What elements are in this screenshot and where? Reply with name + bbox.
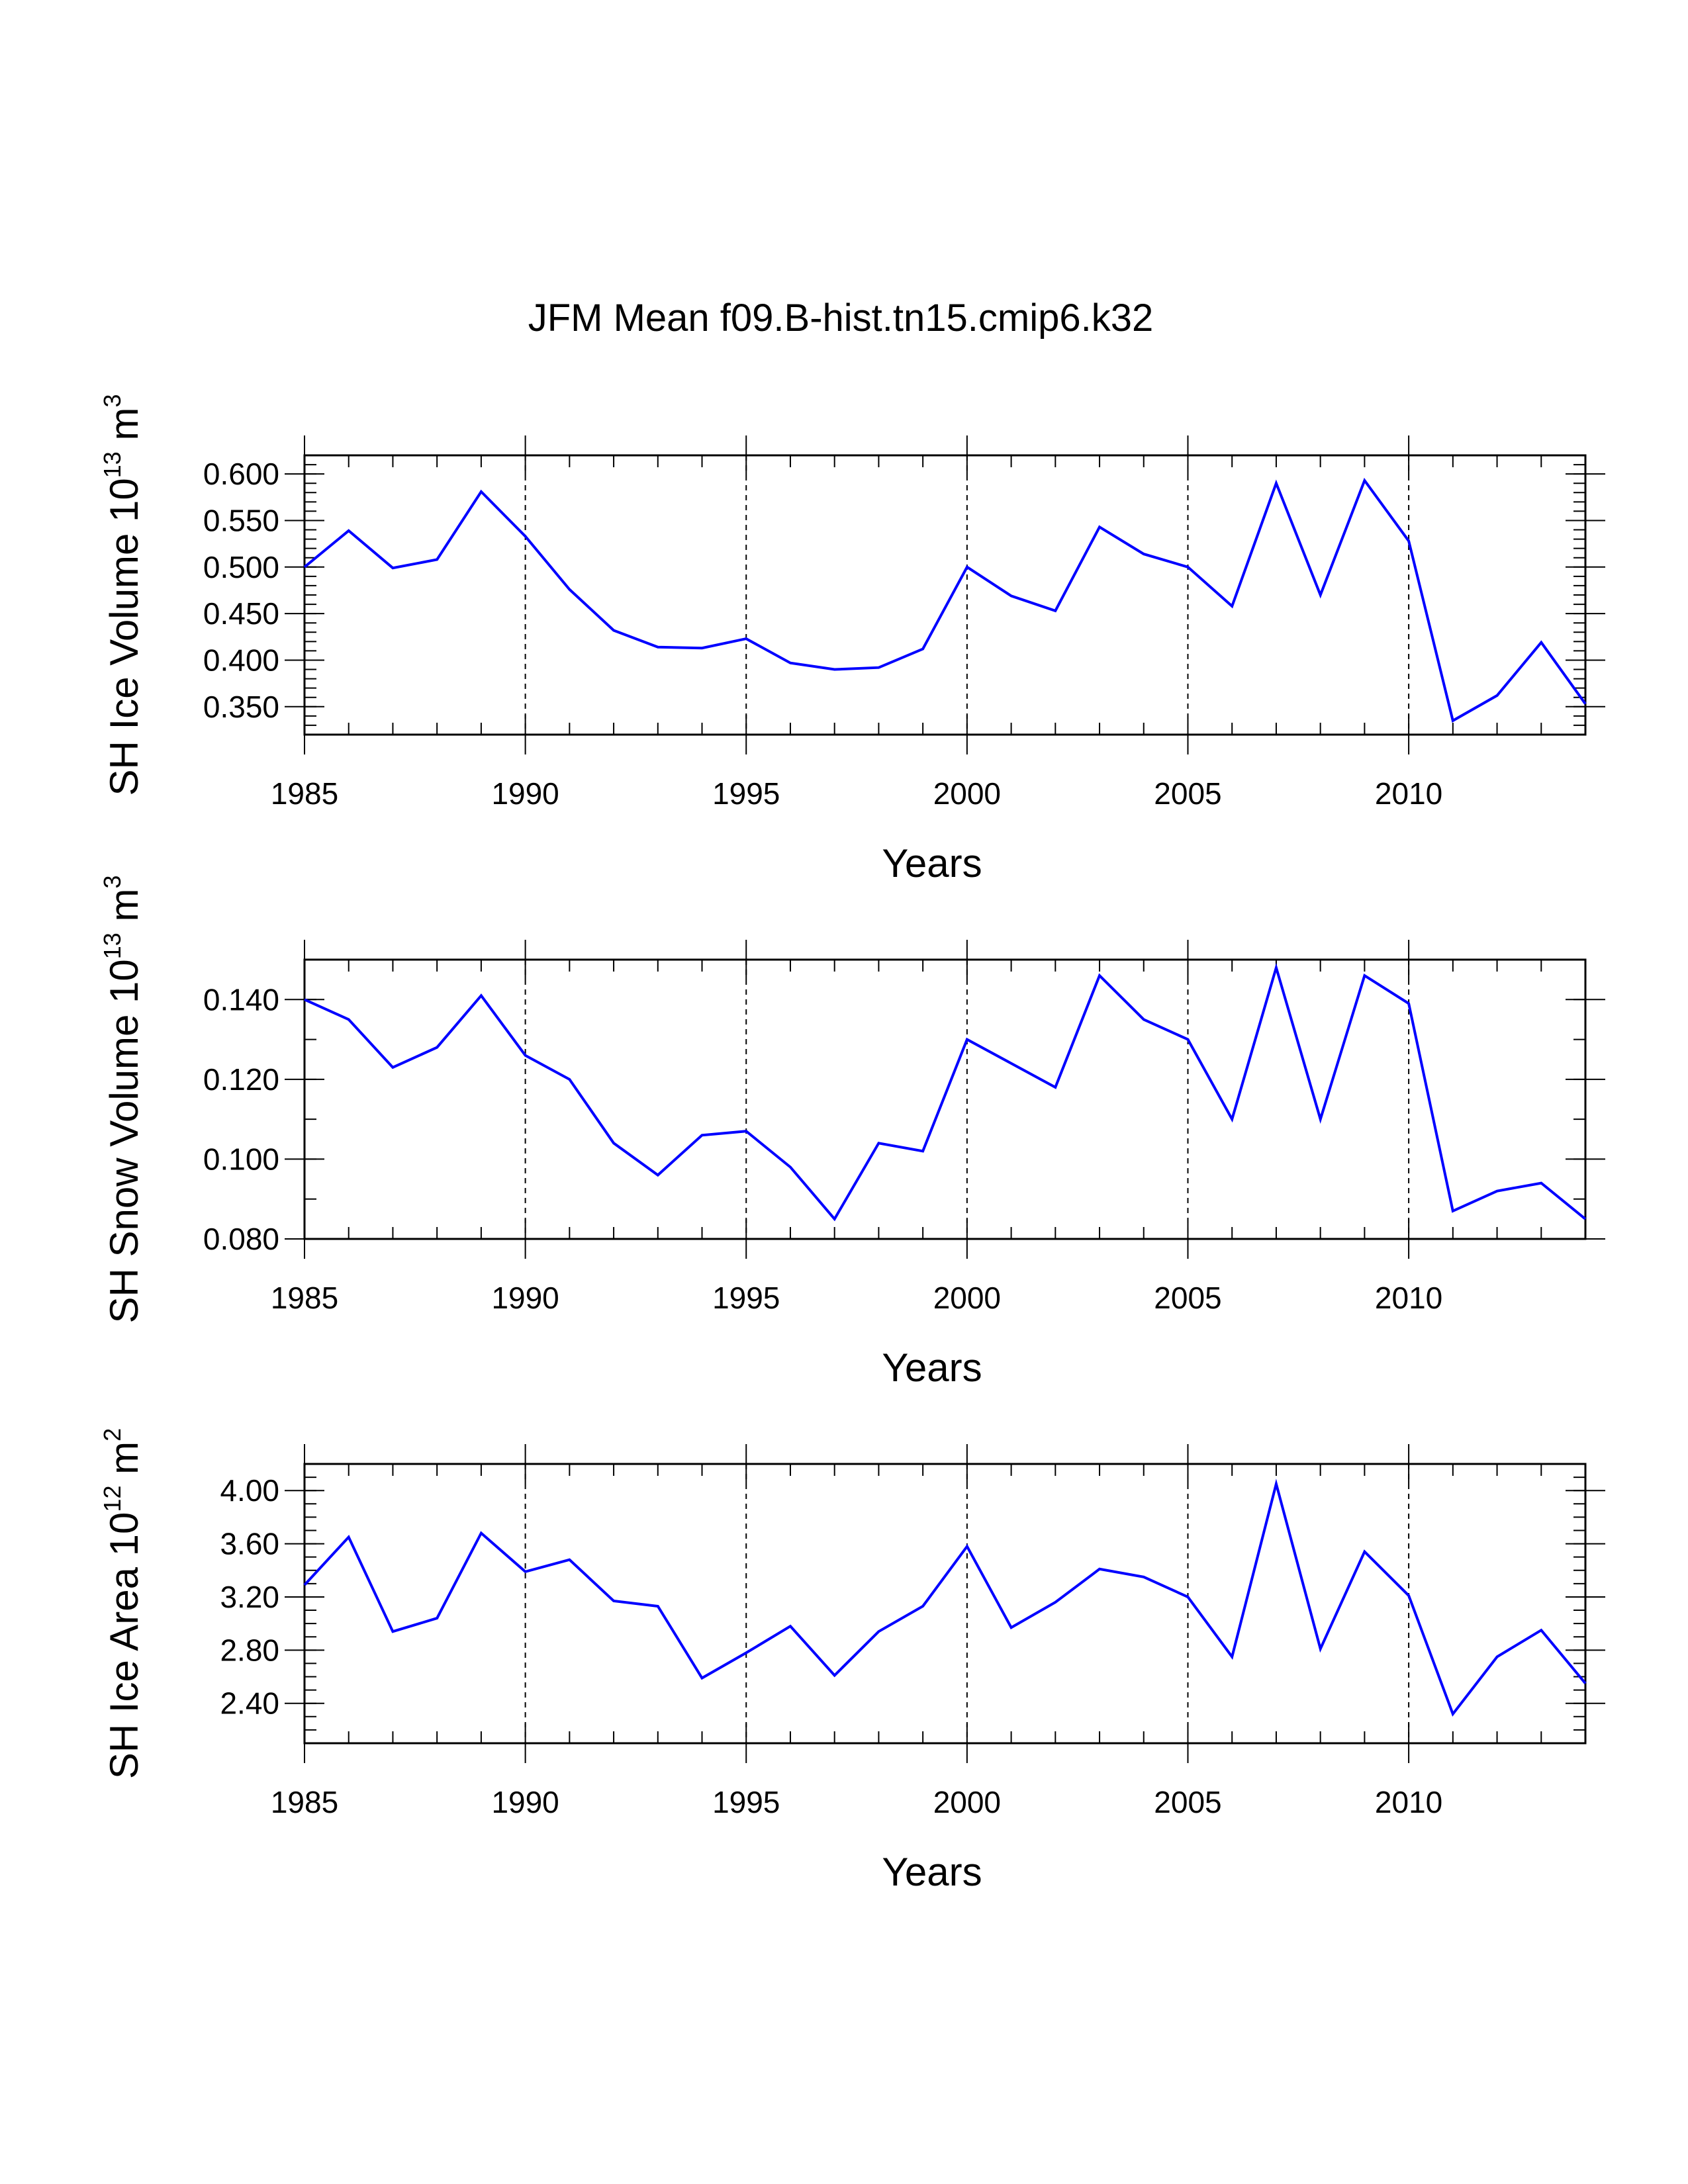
y-tick-label: 3.60 bbox=[220, 1527, 279, 1561]
x-tick-label: 1995 bbox=[712, 1785, 780, 1819]
x-tick-label: 2000 bbox=[933, 1281, 1001, 1315]
x-tick-label: 2000 bbox=[933, 1785, 1001, 1819]
chart-panel-2: 0.080 0.100 0.120 0.140 1985 1990 1995 2000 2005… bbox=[99, 875, 1605, 1390]
y-tick-label: 0.350 bbox=[203, 690, 279, 724]
y-tick-label: 0.450 bbox=[203, 596, 279, 631]
y-tick-label: 0.550 bbox=[203, 503, 279, 537]
x-axis-title: Years bbox=[882, 1345, 982, 1390]
x-tick-label: 2010 bbox=[1375, 1281, 1442, 1315]
y-axis-title: SH Ice Area 1012 m2 bbox=[99, 1428, 146, 1779]
plot-frame bbox=[303, 454, 1587, 736]
plot-frame bbox=[303, 958, 1587, 1240]
x-tick-label: 2005 bbox=[1154, 1785, 1221, 1819]
y-tick-label: 0.080 bbox=[203, 1222, 279, 1256]
y-tick-label: 0.120 bbox=[203, 1062, 279, 1097]
chart-panels: 0.350 0.400 0.450 0.500 0.550 0.600 1985 1990 19… bbox=[99, 394, 1605, 1894]
x-tick-label: 2005 bbox=[1154, 1281, 1221, 1315]
series-line bbox=[304, 962, 1587, 1222]
y-axis-title: SH Ice Volume 1013 m3 bbox=[99, 394, 146, 796]
chart-panel-3: 2.40 2.80 3.20 3.60 4.00 1985 1990 1995 2000 2005… bbox=[99, 1428, 1605, 1894]
figure-title: JFM Mean f09.B-hist.tn15.cmip6.k32 bbox=[528, 296, 1154, 340]
x-tick-label: 1985 bbox=[271, 1785, 338, 1819]
x-tick-label: 1995 bbox=[712, 776, 780, 811]
x-tick-label: 1985 bbox=[271, 1281, 338, 1315]
y-tick-label: 3.20 bbox=[220, 1580, 279, 1614]
series-line bbox=[303, 1479, 1587, 1717]
x-tick-label: 2010 bbox=[1375, 776, 1442, 811]
y-tick-label: 0.400 bbox=[203, 643, 279, 677]
chart-panel-1: 0.350 0.400 0.450 0.500 0.550 0.600 1985 1990 19… bbox=[99, 394, 1605, 886]
y-tick-label: 2.80 bbox=[220, 1633, 279, 1667]
x-tick-label: 1990 bbox=[491, 1281, 559, 1315]
x-tick-label: 1995 bbox=[712, 1281, 780, 1315]
x-axis-title: Years bbox=[882, 1850, 982, 1894]
x-tick-label: 2000 bbox=[933, 776, 1001, 811]
y-axis-title: SH Snow Volume 1013 m3 bbox=[99, 875, 146, 1323]
y-tick-label: 0.600 bbox=[203, 457, 279, 491]
x-axis-title: Years bbox=[882, 841, 982, 886]
series-line bbox=[303, 477, 1587, 723]
x-tick-label: 1985 bbox=[271, 776, 338, 811]
x-tick-label: 1990 bbox=[491, 1785, 559, 1819]
y-tick-label: 2.40 bbox=[220, 1686, 279, 1721]
y-tick-label: 0.500 bbox=[203, 550, 279, 584]
y-tick-label: 0.140 bbox=[203, 982, 279, 1017]
x-tick-label: 2010 bbox=[1375, 1785, 1442, 1819]
x-tick-label: 1990 bbox=[491, 776, 559, 811]
y-tick-label: 4.00 bbox=[220, 1473, 279, 1508]
y-tick-label: 0.100 bbox=[203, 1142, 279, 1176]
x-tick-label: 2005 bbox=[1154, 776, 1221, 811]
plot-frame bbox=[303, 1463, 1587, 1745]
